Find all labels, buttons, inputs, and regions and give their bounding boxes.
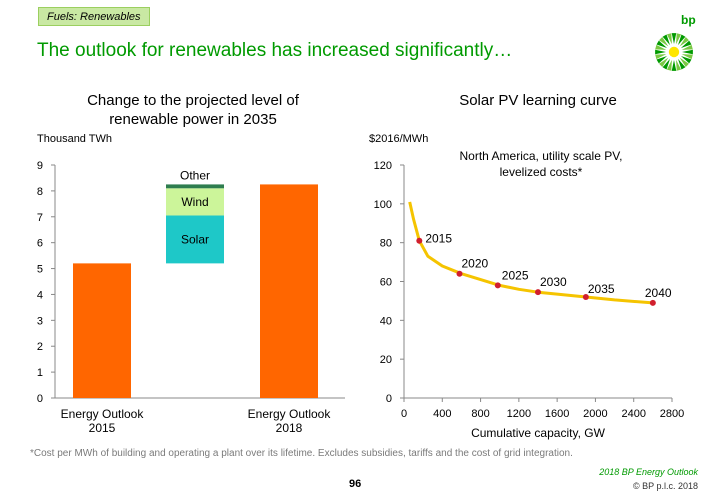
line-x-tick-label: 2400 <box>621 408 645 420</box>
point-label-2030: 2030 <box>540 275 567 289</box>
copyright: © BP p.l.c. 2018 <box>632 481 698 491</box>
line-chart-ylabel: $2016/MWh <box>369 133 429 145</box>
logo-ray <box>655 49 666 55</box>
point-2015 <box>416 237 423 244</box>
logo-ray <box>655 44 667 50</box>
logo-ray <box>666 59 672 71</box>
logo-ray <box>682 49 693 55</box>
logo-ray <box>678 58 686 70</box>
line-x-tick-label: 1200 <box>507 408 531 420</box>
line-x-tick-label: 800 <box>471 408 489 420</box>
waterfall-wind <box>166 188 224 216</box>
point-2030 <box>535 289 541 296</box>
point-label-2020: 2020 <box>462 257 489 271</box>
logo-ray <box>681 44 693 50</box>
line-y-tick-label: 40 <box>380 315 392 327</box>
logo-ray <box>659 37 669 47</box>
bp-helios-logo-icon <box>655 33 693 71</box>
waterfall-solar <box>166 215 224 264</box>
waterfall-label-other: Other <box>180 168 210 182</box>
logo-ray <box>679 37 689 47</box>
line-y-tick-label: 60 <box>380 277 392 289</box>
line-x-axis-label: Cumulative capacity, GW <box>471 426 605 440</box>
line-x-tick-label: 400 <box>433 408 451 420</box>
line-x-tick-label: 2000 <box>583 408 607 420</box>
bar-category-label: Energy Outlook <box>61 407 145 421</box>
bp-logo-text: bp <box>681 13 696 27</box>
bar-chart-ylabel: Thousand TWh <box>37 133 113 145</box>
learning-curve <box>408 201 654 305</box>
page-headline: The outlook for renewables has increased… <box>37 40 513 61</box>
bar-0 <box>73 263 131 398</box>
bar-y-tick-label: 0 <box>37 393 43 405</box>
line-annotation: North America, utility scale PV, <box>460 149 623 163</box>
waterfall-label-wind: Wind <box>181 195 208 209</box>
point-2020 <box>456 270 463 277</box>
bar-category-label: 2015 <box>89 421 116 435</box>
line-x-tick-label: 0 <box>401 408 407 420</box>
point-label-2040: 2040 <box>645 286 672 300</box>
bar-y-tick-label: 4 <box>37 289 43 301</box>
line-y-tick-label: 0 <box>386 393 392 405</box>
line-y-tick-label: 20 <box>380 354 392 366</box>
bar-category-label: Energy Outlook <box>248 407 332 421</box>
waterfall-label-solar: Solar <box>181 232 209 246</box>
logo-ray <box>680 40 692 48</box>
logo-ray <box>662 34 670 46</box>
line-chart-title: Solar PV learning curve <box>459 92 617 109</box>
logo-ray <box>676 33 682 45</box>
line-y-tick-label: 100 <box>374 199 392 211</box>
bar-y-tick-label: 3 <box>37 315 43 327</box>
point-label-2035: 2035 <box>588 282 615 296</box>
logo-ray <box>656 40 668 48</box>
logo-ray <box>681 54 693 60</box>
bar-y-tick-label: 6 <box>37 238 43 250</box>
logo-ray <box>676 59 682 71</box>
logo-ray <box>662 58 670 70</box>
bar-2 <box>260 184 318 398</box>
logo-ray <box>679 57 689 67</box>
logo-ray <box>678 34 686 46</box>
bar-y-tick-label: 7 <box>37 212 43 224</box>
logo-ray <box>680 56 692 64</box>
bar-y-tick-label: 9 <box>37 160 43 172</box>
footnote: *Cost per MWh of building and operating … <box>30 448 573 459</box>
bar-y-tick-label: 1 <box>37 367 43 379</box>
logo-ray <box>666 33 672 45</box>
point-label-2015: 2015 <box>425 232 452 246</box>
page-number: 96 <box>349 478 362 490</box>
logo-ray <box>655 54 667 60</box>
point-label-2025: 2025 <box>502 268 529 282</box>
bar-y-tick-label: 2 <box>37 341 43 353</box>
line-y-tick-label: 120 <box>374 160 392 172</box>
point-2035 <box>582 294 589 301</box>
logo-ray <box>656 56 668 64</box>
bar-y-tick-label: 5 <box>37 264 43 276</box>
section-tag: Fuels: Renewables <box>38 7 150 26</box>
waterfall-other <box>166 184 224 189</box>
logo-ray <box>671 33 677 44</box>
bar-category-label: 2018 <box>276 421 303 435</box>
line-x-tick-label: 2800 <box>660 408 684 420</box>
bar-y-tick-label: 8 <box>37 186 43 198</box>
source-label: 2018 BP Energy Outlook <box>599 467 698 477</box>
line-x-tick-label: 1600 <box>545 408 569 420</box>
line-y-tick-label: 80 <box>380 238 392 250</box>
bar-chart-title: Change to the projected level of renewabl… <box>87 92 299 128</box>
logo-ray <box>659 57 669 67</box>
line-annotation: levelized costs* <box>500 165 583 179</box>
point-2025 <box>494 282 501 289</box>
logo-ray <box>671 60 677 71</box>
point-2040 <box>649 299 656 306</box>
